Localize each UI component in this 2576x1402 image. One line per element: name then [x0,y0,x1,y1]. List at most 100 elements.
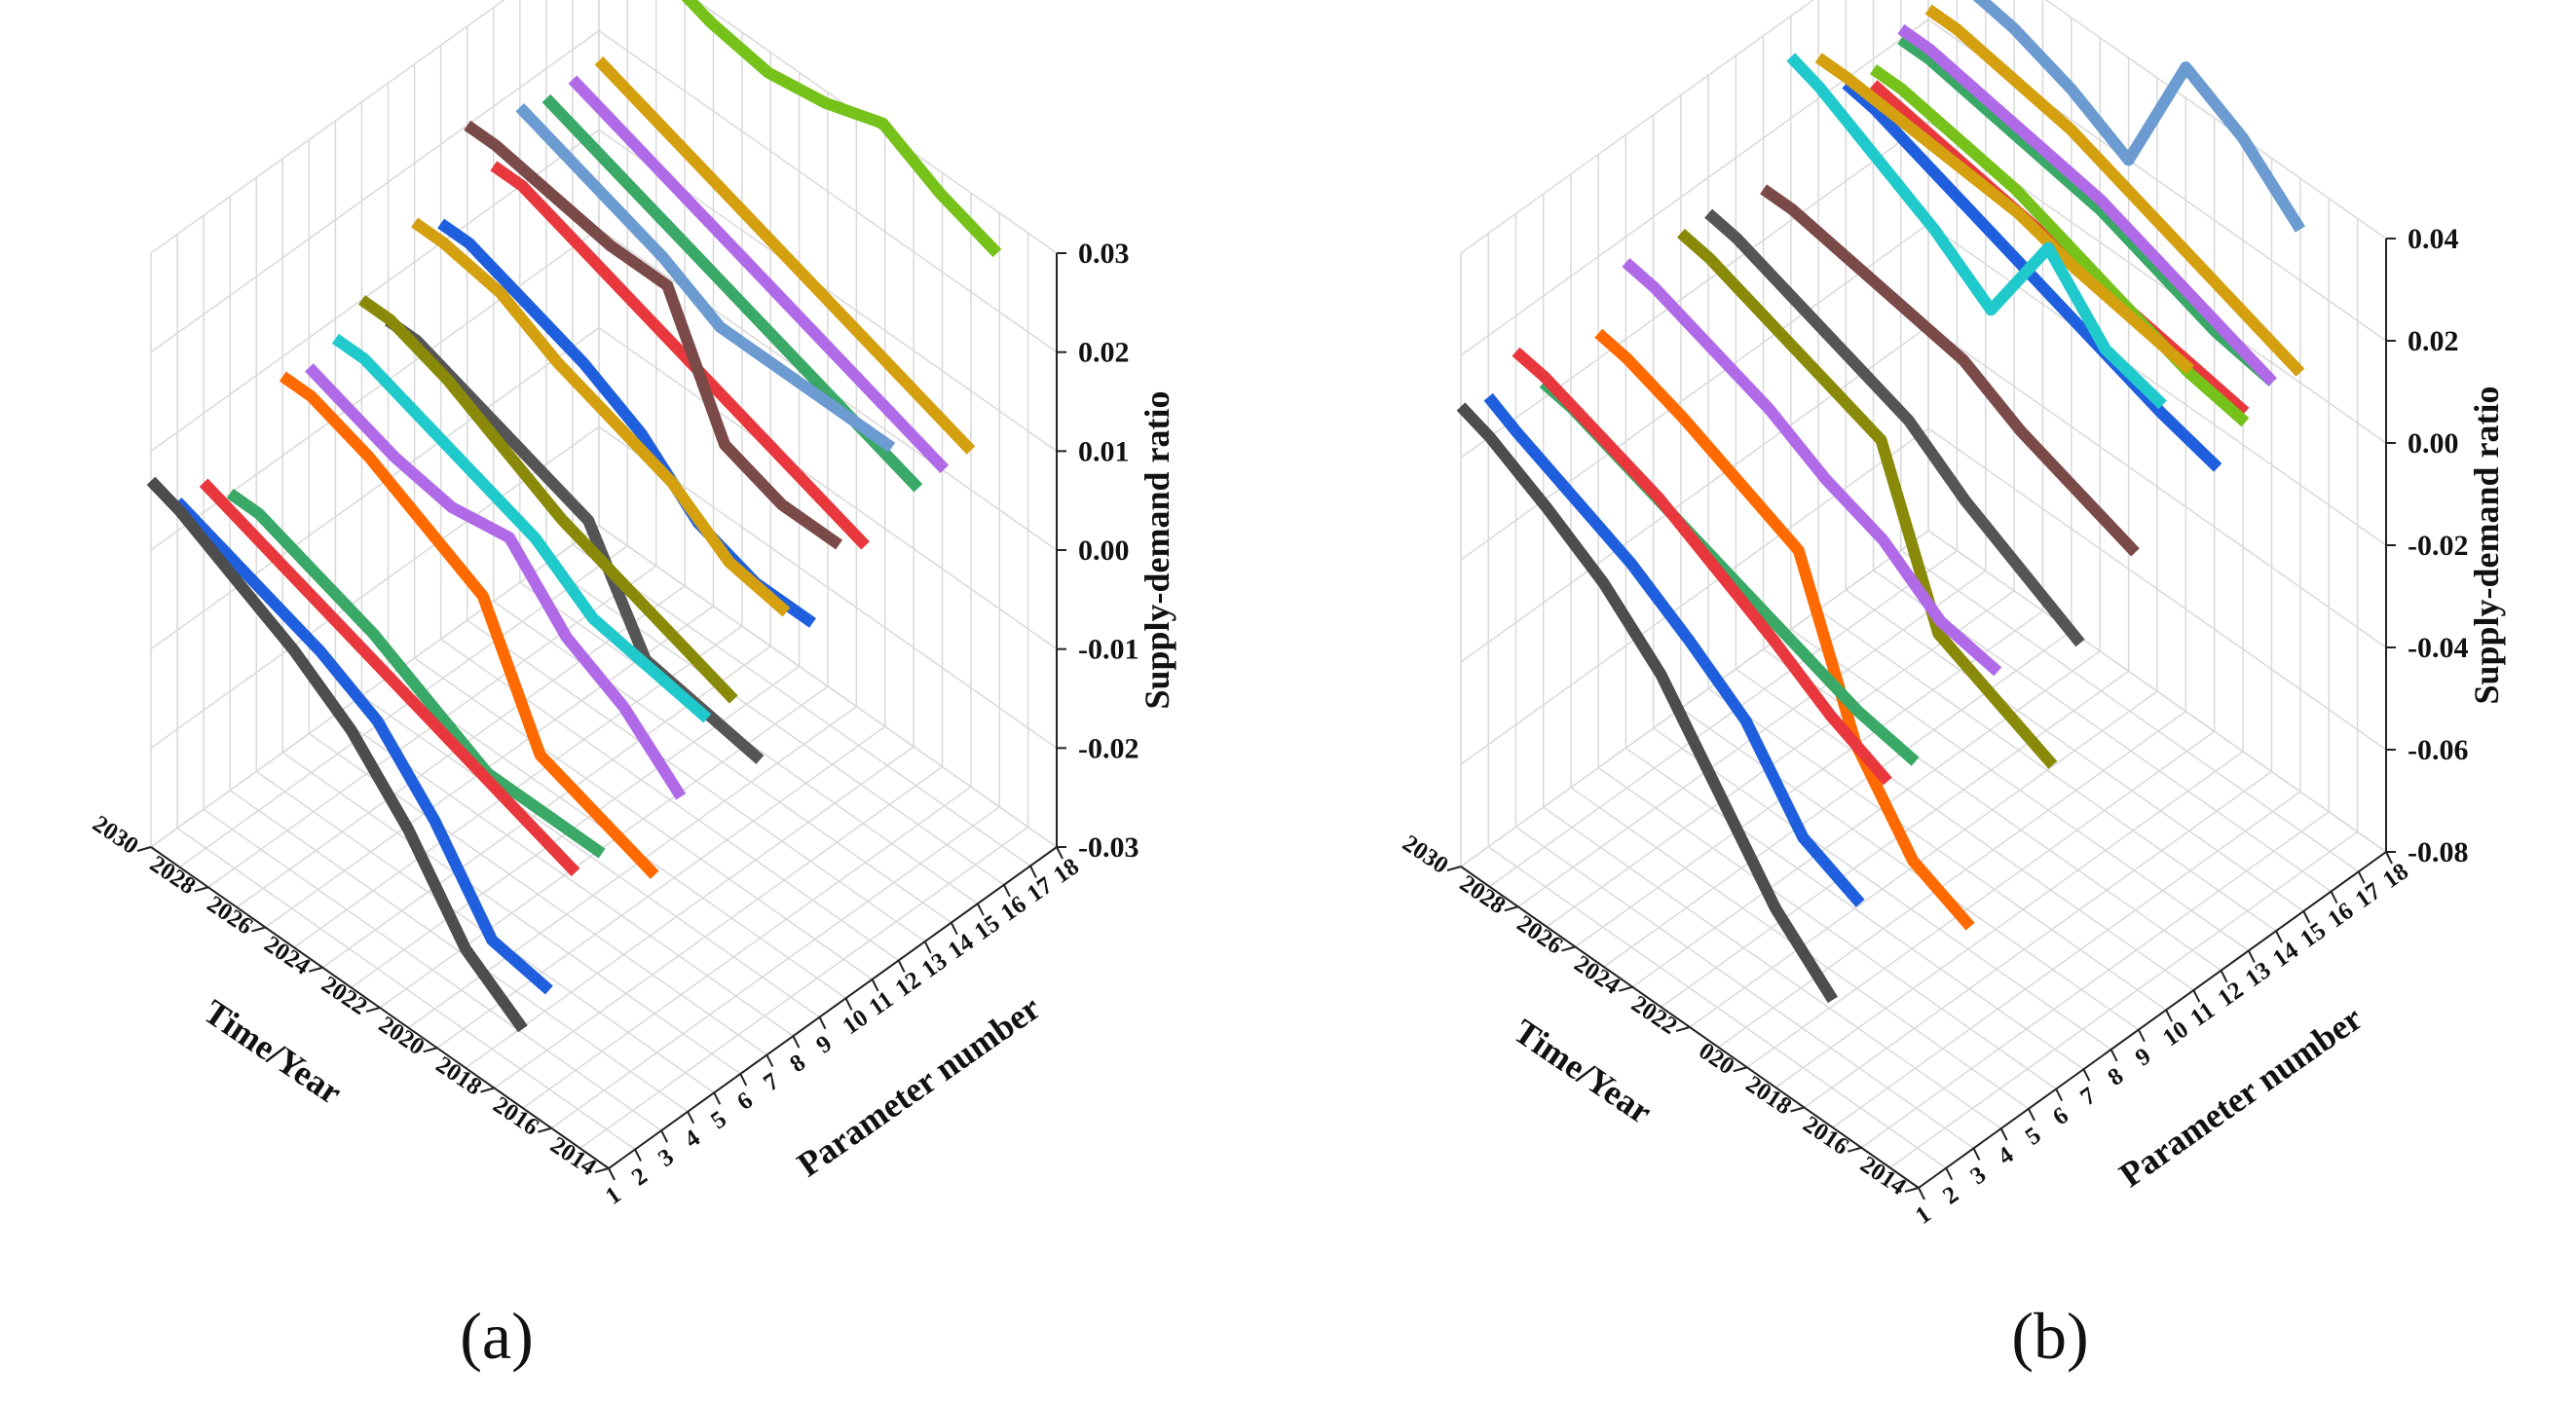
series-line-18 [1924,4,2305,377]
y-tick-label: 1 [601,1182,626,1210]
grid-line [1515,826,1974,1150]
grid-line [694,0,1058,254]
grid-line [572,543,1031,867]
y-tick-mark [687,1111,695,1125]
series-line-18b [1972,0,2305,233]
z-tick-label: 0.01 [1078,435,1130,467]
series-line-9 [1676,228,2058,769]
grid-line [1597,766,2057,1090]
grid-line [361,695,820,1018]
x-tick-mark [423,1047,438,1053]
series-line-10 [1704,208,2085,647]
y-tick-mark [1972,1147,1981,1161]
panel-label-a: (a) [460,1299,533,1373]
grid-line [1746,730,2216,1068]
x-tick-mark [1446,866,1462,871]
y-tick-mark [765,1054,774,1067]
grid-line [1624,747,2084,1070]
y-tick-label: 6 [732,1088,758,1116]
grid-line [1900,549,2360,872]
grid-line [150,0,505,254]
z-tick-label: -0.06 [2408,734,2469,766]
y-tick-mark [1999,1127,2008,1141]
x-tick-mark [537,1126,552,1133]
y-tick-label: 2 [627,1162,653,1191]
z-tick-label: 0.02 [2408,325,2459,357]
z-tick-label: -0.03 [1078,831,1139,864]
y-tick-label: 15 [970,910,1005,945]
y-tick-label: 1 [1911,1201,1936,1230]
y-tick-mark [2302,910,2311,924]
grid-line [176,827,636,1151]
y-tick-mark [1056,846,1064,860]
grid-line [1845,589,2304,912]
series-lines [146,0,1002,1033]
series-line-14 [490,161,870,550]
y-tick-mark [2357,870,2366,884]
y-tick-mark [2082,1068,2091,1082]
series-line-2 [172,497,553,995]
z-axis-title: Supply-demand ratio [2467,386,2506,704]
x-tick-mark [1733,1066,1748,1073]
y-tick-mark [1918,1187,1925,1200]
y-tick-label: 13 [2241,957,2276,992]
series-line-17 [1897,34,2277,387]
grid-line [281,752,741,1075]
y-tick-label: 12 [891,967,926,1002]
grid-line [1735,668,2194,991]
series-line-1 [1456,402,1838,1004]
grid-line [1603,630,2072,968]
x-tick-mark [1561,945,1576,952]
x-tick-label: 020 [1694,1038,1738,1080]
y-tick-label: 15 [2296,917,2331,952]
series-line-18 [594,56,976,455]
y-tick-mark [2330,891,2338,904]
y-tick-mark [2247,950,2256,963]
panel-label-b: (b) [2011,1299,2088,1373]
grid-line [1817,609,2277,932]
y-tick-mark [713,1091,722,1105]
z-tick-label: 0.04 [2408,223,2459,255]
grid-line [1804,770,2272,1109]
y-tick-label: 16 [2323,898,2358,933]
y-tick-mark [2109,1049,2118,1062]
series-line-3 [1512,347,1892,786]
z-tick-label: 0.03 [1078,238,1130,270]
x-tick-mark [1618,985,1633,992]
grid-line [150,228,600,551]
y-tick-mark [634,1149,642,1162]
series-line-13 [464,120,843,550]
series-line-6 [1594,328,1975,931]
z-tick-label: -0.04 [2408,632,2469,664]
x-tick-mark [136,846,152,852]
series-line-15 [1842,79,2222,472]
grid-line [1927,530,2387,853]
y-tick-label: 6 [2048,1102,2073,1130]
grid-line [465,746,915,1069]
y-axis-title: Parameter number [790,988,1047,1185]
x-tick-mark [1675,1026,1691,1032]
grid-line [2044,0,2387,240]
series-line-12 [1760,184,2140,557]
y-tick-mark [2137,1029,2146,1043]
series-line-14 [1814,53,2194,375]
grid-line [1707,687,2167,1011]
grid-line [1546,590,2015,928]
grid-line [203,808,662,1131]
y-tick-mark [1945,1167,1954,1181]
axis-line [1918,851,2387,1189]
y-tick-mark [792,1035,801,1049]
grid-line [379,685,829,1009]
grid-line [351,665,801,988]
x-tick-mark [1904,1187,1920,1193]
grid-line [494,765,943,1089]
y-tick-label: 2 [1938,1181,1963,1209]
grid-line [598,327,1058,650]
grid-line [229,790,689,1113]
x-tick-mark [1847,1146,1862,1153]
grid-line [1487,846,1947,1169]
series-line-15 [515,103,896,453]
y-tick-label: 3 [653,1144,679,1172]
x-tick-mark [480,1087,495,1093]
chart-panel-a: 2014201620182020202220242026202820301234… [88,0,1176,1210]
